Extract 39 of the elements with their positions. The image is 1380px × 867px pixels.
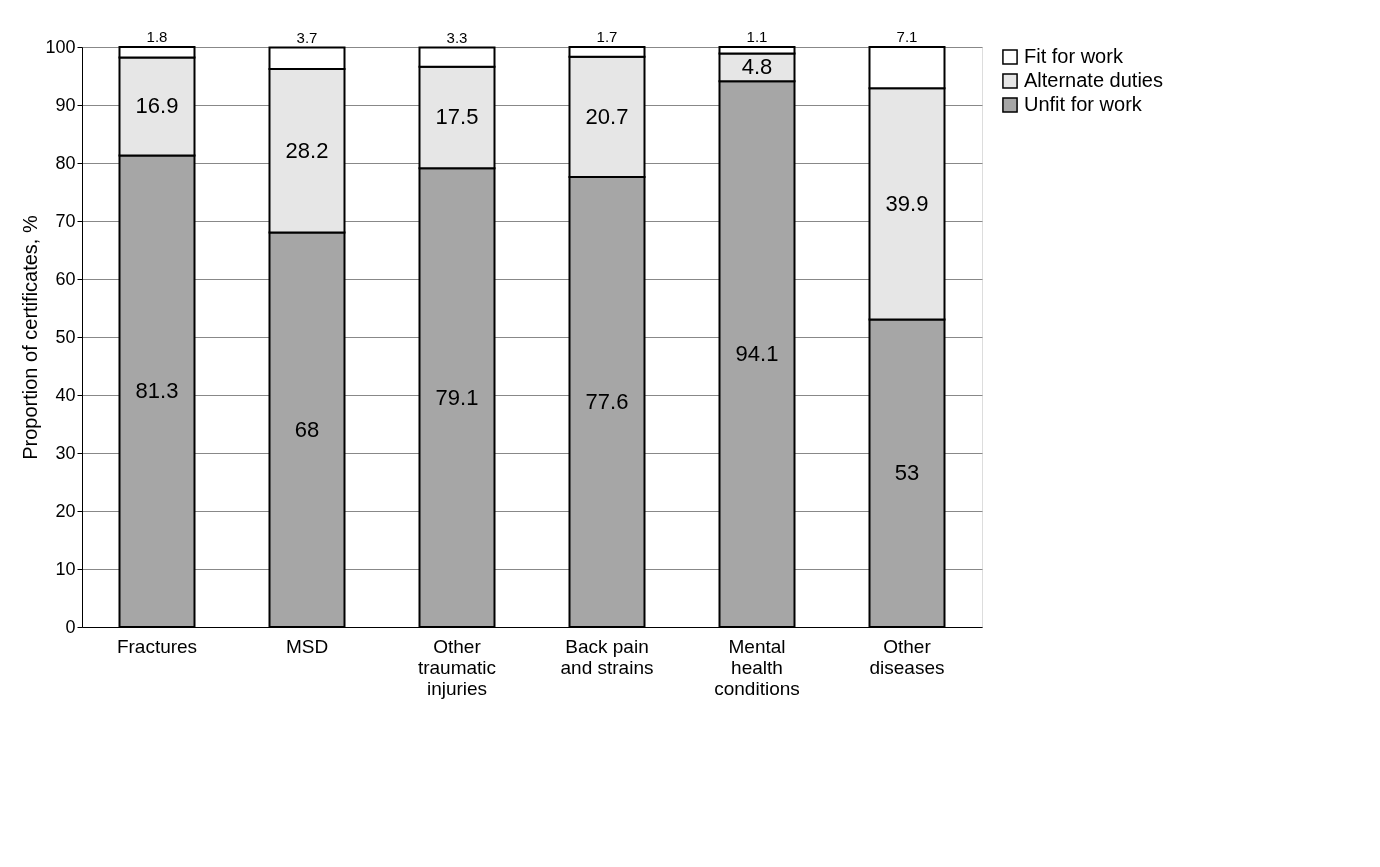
x-tick-label: Fractures (116, 635, 198, 657)
data-label: 3.3 (446, 28, 468, 46)
data-label: 4.8 (741, 54, 773, 80)
legend-label: Fit for work (1024, 45, 1124, 67)
data-label: 7.1 (896, 28, 918, 45)
data-label: 53 (894, 460, 920, 486)
data-label: 81.3 (135, 378, 179, 404)
data-label: 3.7 (296, 28, 318, 46)
data-label: 1.7 (596, 28, 618, 45)
x-tick-label: Mental health conditions (714, 635, 800, 699)
y-tick-label: 10 (55, 558, 76, 579)
y-tick-label: 40 (55, 384, 76, 405)
y-axis-title: Proportion of certificates, % (19, 215, 42, 460)
legend-label: Alternate duties (1024, 69, 1163, 91)
data-label: 28.2 (285, 137, 329, 163)
x-tick-label: Other diseases (869, 635, 945, 678)
y-tick-label: 0 (65, 616, 76, 637)
data-label: 1.8 (146, 28, 168, 45)
y-tick-label: 60 (55, 268, 76, 289)
data-label: 17.5 (435, 104, 479, 130)
y-tick-label: 100 (45, 36, 76, 57)
y-tick-label: 20 (55, 500, 76, 521)
data-label: 16.9 (135, 93, 179, 119)
y-tick-label: 90 (55, 94, 76, 115)
y-tick-label: 80 (55, 152, 76, 173)
data-label: 39.9 (885, 190, 929, 216)
data-label: 94.1 (735, 341, 779, 367)
data-label: 68 (294, 416, 320, 442)
x-tick-label: Other traumatic injuries (417, 635, 497, 699)
data-label: 20.7 (585, 103, 629, 129)
data-label: 1.1 (746, 28, 768, 45)
y-tick-label: 30 (55, 442, 76, 463)
data-label: 79.1 (435, 384, 479, 410)
y-tick-label: 70 (55, 210, 76, 231)
legend-label: Unfit for work (1024, 93, 1143, 115)
x-tick-label: MSD (285, 635, 329, 657)
data-label: 77.6 (585, 388, 629, 414)
x-tick-label: Back pain and strains (560, 635, 654, 678)
y-tick-label: 50 (55, 326, 76, 347)
